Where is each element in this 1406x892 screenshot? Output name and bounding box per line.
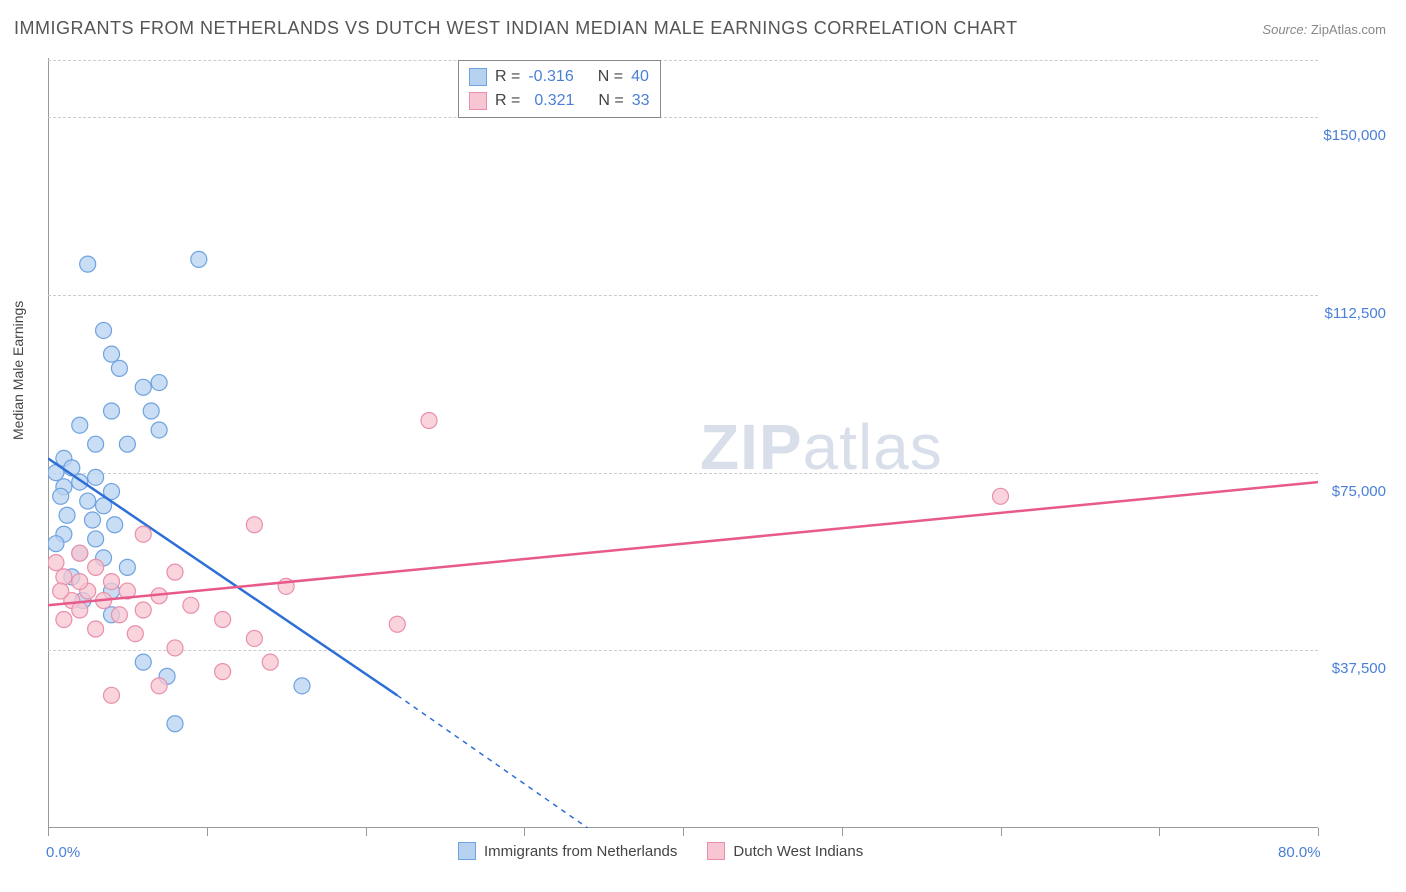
y-axis-label: Median Male Earnings (10, 301, 26, 440)
scatter-point (84, 512, 100, 528)
scatter-point (88, 621, 104, 637)
scatter-point (48, 555, 64, 571)
scatter-point (104, 687, 120, 703)
scatter-point (993, 488, 1009, 504)
scatter-point (111, 607, 127, 623)
scatter-point (127, 626, 143, 642)
scatter-point (167, 640, 183, 656)
scatter-point (80, 256, 96, 272)
scatter-point (143, 403, 159, 419)
scatter-point (53, 583, 69, 599)
n-label: N = (598, 92, 623, 110)
r-label: R = (495, 92, 520, 110)
legend-correlation: R = -0.316 N = 40 R = 0.321 N = 33 (458, 60, 661, 118)
scatter-point (53, 488, 69, 504)
scatter-point (72, 545, 88, 561)
scatter-point (56, 569, 72, 585)
swatch-series-1 (469, 68, 487, 86)
x-tick (842, 828, 843, 836)
scatter-point (80, 493, 96, 509)
scatter-point (111, 360, 127, 376)
scatter-point (72, 574, 88, 590)
x-tick (683, 828, 684, 836)
scatter-point (88, 559, 104, 575)
trend-line-extrapolated (397, 695, 588, 828)
scatter-point (215, 612, 231, 628)
x-tick (524, 828, 525, 836)
r-label: R = (495, 68, 520, 86)
x-tick (1318, 828, 1319, 836)
scatter-point (88, 469, 104, 485)
y-tick-label: $112,500 (1325, 305, 1386, 322)
scatter-point (104, 403, 120, 419)
x-tick-label-min: 0.0% (46, 844, 80, 861)
scatter-point (59, 507, 75, 523)
scatter-point (389, 616, 405, 632)
legend-row-series-1: R = -0.316 N = 40 (469, 65, 650, 89)
y-tick-label: $37,500 (1332, 660, 1386, 677)
x-tick (207, 828, 208, 836)
legend-label-1: Immigrants from Netherlands (484, 843, 677, 860)
n-value-2: 33 (632, 92, 650, 110)
scatter-point (246, 517, 262, 533)
scatter-point (135, 379, 151, 395)
x-tick (1001, 828, 1002, 836)
x-tick (48, 828, 49, 836)
scatter-point (135, 526, 151, 542)
scatter-point (104, 346, 120, 362)
swatch-series-1 (458, 842, 476, 860)
swatch-series-2 (707, 842, 725, 860)
x-tick (366, 828, 367, 836)
swatch-series-2 (469, 92, 487, 110)
scatter-point (56, 612, 72, 628)
scatter-point (119, 559, 135, 575)
scatter-point (88, 531, 104, 547)
scatter-point (72, 417, 88, 433)
scatter-point (48, 536, 64, 552)
source-label: Source: (1262, 22, 1307, 37)
r-value-2: 0.321 (528, 92, 574, 110)
scatter-point (167, 716, 183, 732)
trend-line (48, 482, 1318, 605)
y-tick-label: $75,000 (1332, 483, 1386, 500)
chart-canvas (48, 58, 1318, 828)
scatter-point (135, 602, 151, 618)
scatter-point (72, 602, 88, 618)
scatter-point (96, 322, 112, 338)
scatter-point (119, 436, 135, 452)
scatter-point (151, 375, 167, 391)
scatter-point (421, 412, 437, 428)
scatter-point (183, 597, 199, 613)
scatter-point (191, 251, 207, 267)
n-label: N = (598, 68, 623, 86)
scatter-point (262, 654, 278, 670)
scatter-point (294, 678, 310, 694)
source-attribution: Source: ZipAtlas.com (1262, 22, 1386, 37)
scatter-point (135, 654, 151, 670)
n-value-1: 40 (631, 68, 649, 86)
scatter-point (215, 664, 231, 680)
y-tick-label: $150,000 (1323, 127, 1386, 144)
legend-row-series-2: R = 0.321 N = 33 (469, 89, 650, 113)
legend-series: Immigrants from Netherlands Dutch West I… (458, 842, 863, 860)
x-tick-label-max: 80.0% (1278, 844, 1321, 861)
scatter-point (151, 678, 167, 694)
scatter-point (88, 436, 104, 452)
scatter-point (167, 564, 183, 580)
legend-item-2: Dutch West Indians (707, 842, 863, 860)
scatter-point (151, 422, 167, 438)
source-value: ZipAtlas.com (1311, 22, 1386, 37)
r-value-1: -0.316 (528, 68, 573, 86)
scatter-point (104, 574, 120, 590)
legend-item-1: Immigrants from Netherlands (458, 842, 677, 860)
legend-label-2: Dutch West Indians (733, 843, 863, 860)
scatter-point (246, 630, 262, 646)
x-tick (1159, 828, 1160, 836)
scatter-point (107, 517, 123, 533)
chart-title: IMMIGRANTS FROM NETHERLANDS VS DUTCH WES… (14, 18, 1018, 39)
